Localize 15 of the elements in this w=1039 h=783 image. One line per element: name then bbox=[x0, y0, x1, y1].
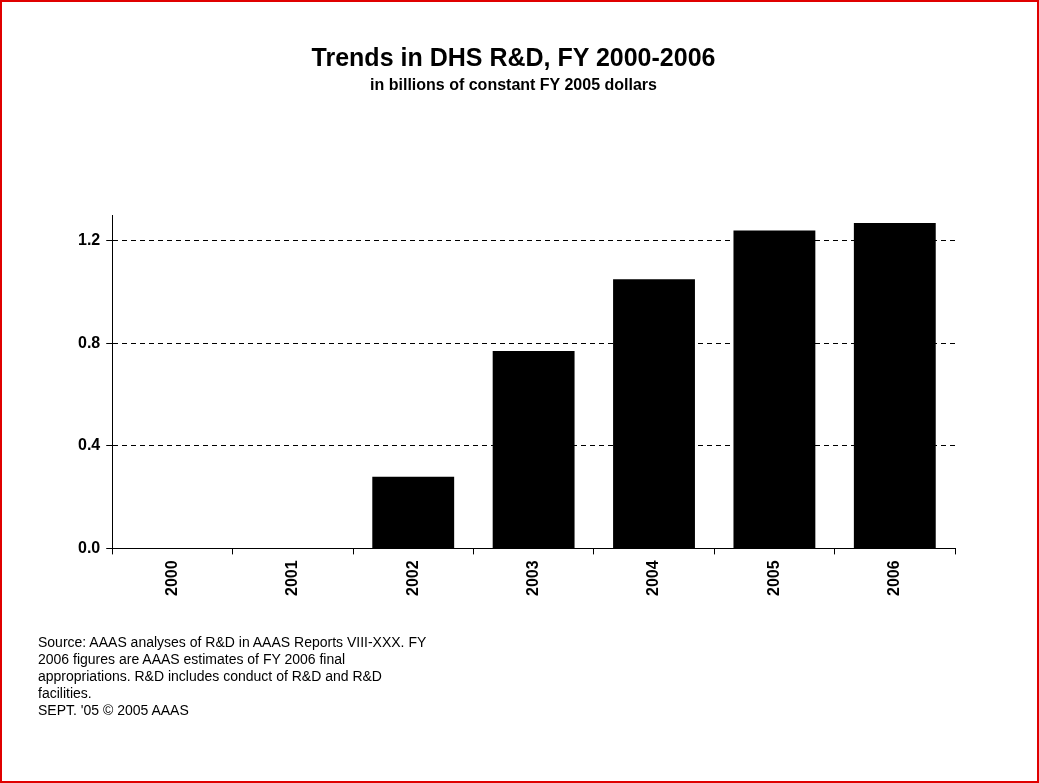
text: SEPT. '05 © 2005 AAAS bbox=[38, 702, 190, 719]
x-tick-label: 2005 bbox=[764, 560, 782, 596]
y-tick-label: 0.4 bbox=[77, 436, 101, 454]
x-tick-label: 2003 bbox=[524, 560, 542, 596]
x-tick-label: 2001 bbox=[283, 560, 301, 596]
y-tick-label: 0.0 bbox=[77, 538, 101, 556]
x-tick-label: 2000 bbox=[162, 560, 180, 596]
x-tick-label: 2006 bbox=[885, 560, 903, 596]
chart-title: Trends in DHS R&D, FY 2000-2006 bbox=[311, 42, 716, 71]
y-tick-label: 1.2 bbox=[77, 231, 101, 249]
chart-subtitle: in billions of constant FY 2005 dollars bbox=[370, 76, 658, 94]
x-tick-label: 2004 bbox=[644, 560, 662, 596]
source-note: Source: AAAS analyses of R&D in AAAS Reports VIII-XXX. FY 2006 figures are AAAS estimates of FY 2006 final appropriations. R&D includes conduct of R&D and R&D facilities. bbox=[38, 634, 428, 702]
x-tick-label: 2002 bbox=[403, 560, 421, 596]
y-tick-label: 0.8 bbox=[77, 333, 101, 351]
